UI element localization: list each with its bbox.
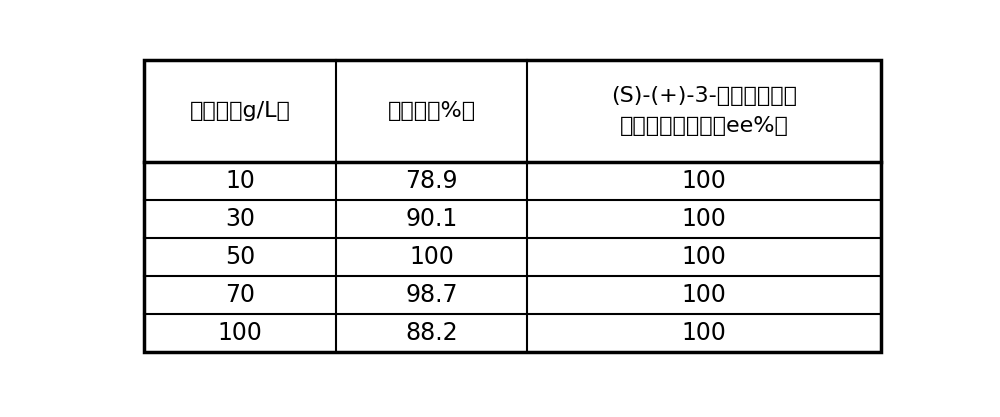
Text: 转化率（%）: 转化率（%） xyxy=(387,101,476,121)
Text: 100: 100 xyxy=(681,321,726,345)
Text: 10: 10 xyxy=(225,169,255,193)
Text: 100: 100 xyxy=(681,207,726,231)
Text: 葡萄糖（g/L）: 葡萄糖（g/L） xyxy=(190,101,291,121)
Text: 88.2: 88.2 xyxy=(405,321,458,345)
Text: 78.9: 78.9 xyxy=(405,169,458,193)
Text: 30: 30 xyxy=(225,207,255,231)
Text: 98.7: 98.7 xyxy=(405,283,458,307)
Text: 100: 100 xyxy=(409,245,454,269)
Text: 70: 70 xyxy=(225,283,255,307)
Text: 100: 100 xyxy=(681,283,726,307)
Text: 100: 100 xyxy=(218,321,263,345)
Text: 50: 50 xyxy=(225,245,255,269)
Text: 100: 100 xyxy=(681,245,726,269)
Text: (S)-(+)-3-羟基四氢呋喃
的对映体过剩值（ee%）: (S)-(+)-3-羟基四氢呋喃 的对映体过剩值（ee%） xyxy=(611,86,797,136)
Text: 100: 100 xyxy=(681,169,726,193)
Text: 90.1: 90.1 xyxy=(405,207,458,231)
